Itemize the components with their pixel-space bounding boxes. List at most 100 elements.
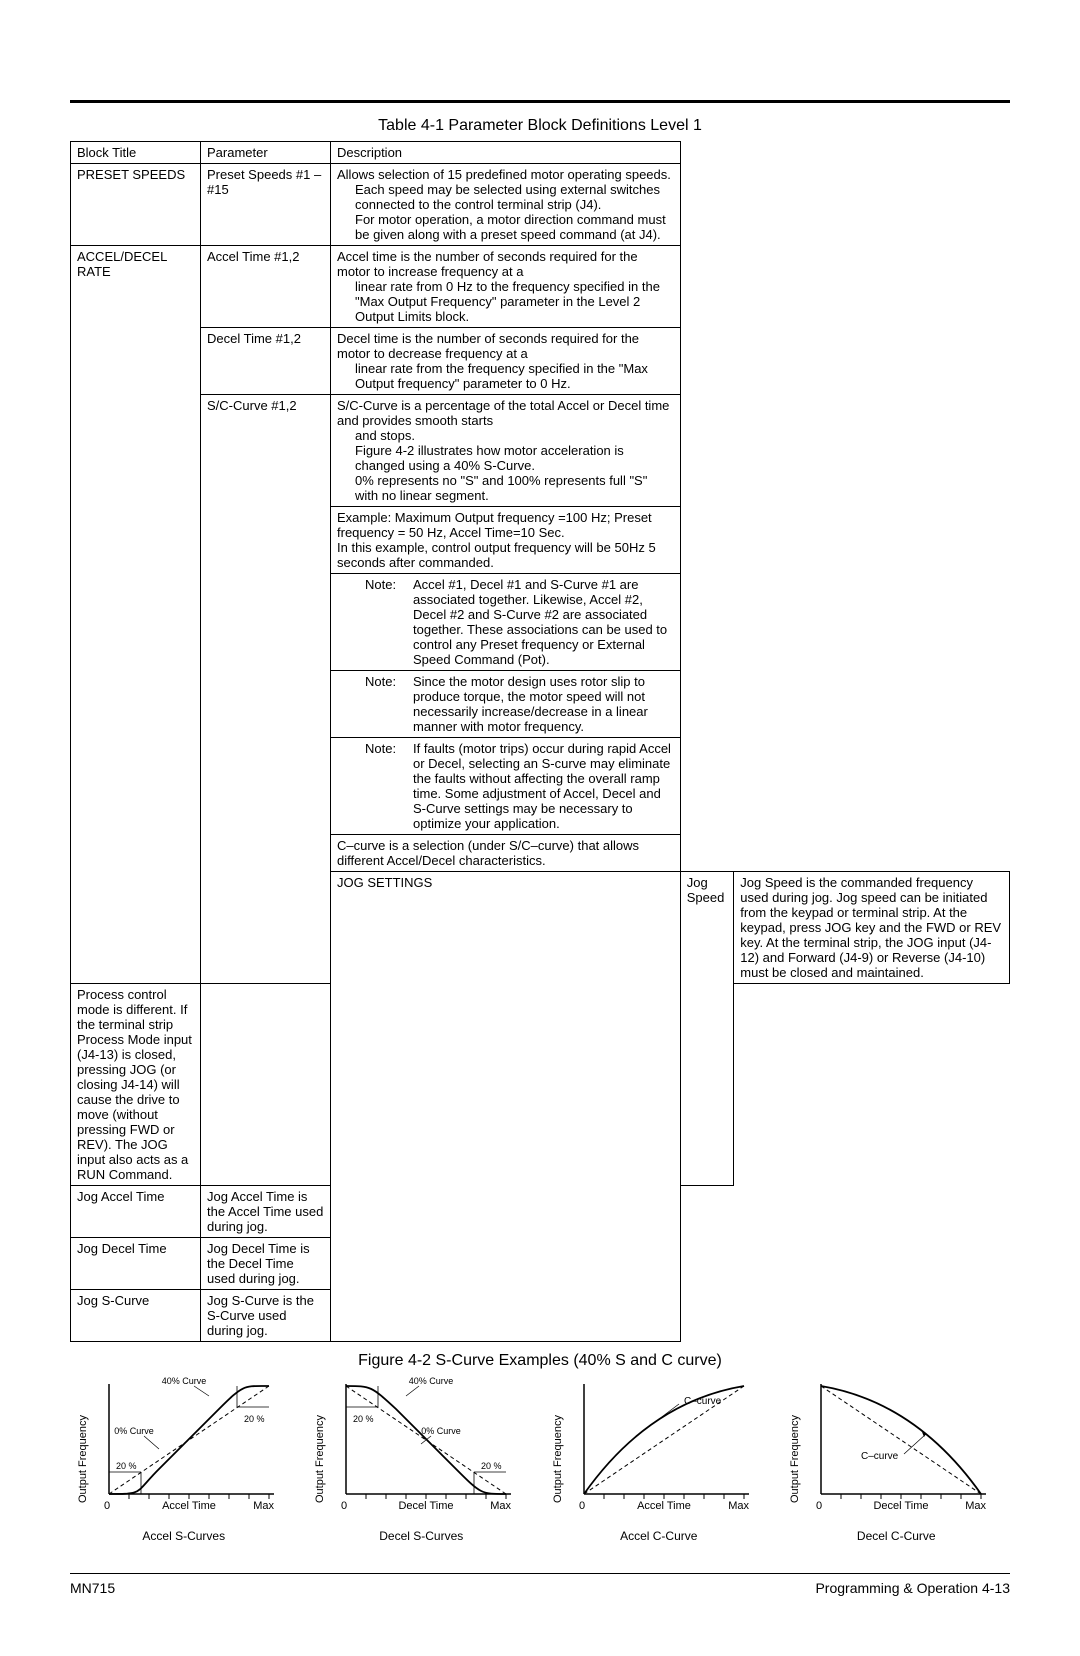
desc-line: and stops. bbox=[337, 428, 674, 443]
xlabel-0: 0 bbox=[341, 1500, 347, 1512]
y-axis-label: Output Frequency bbox=[789, 1414, 801, 1503]
chart-accel-s: Output Frequency bbox=[70, 1374, 298, 1543]
chart-decel-c: Output Frequency C–curve 0 Decel Time Ma… bbox=[783, 1374, 1011, 1543]
note: Note: Since the motor design uses rotor … bbox=[337, 674, 674, 734]
cell-block: ACCEL/DECEL RATE bbox=[71, 246, 201, 984]
label-40pct: 40% Curve bbox=[409, 1376, 454, 1386]
xlabel-mid: Decel Time bbox=[874, 1500, 929, 1512]
desc-line: Example: Maximum Output frequency =100 H… bbox=[337, 510, 652, 540]
row-preset-speeds: PRESET SPEEDS Preset Speeds #1 – #15 All… bbox=[71, 164, 1010, 246]
desc-line: linear rate from the frequency specified… bbox=[337, 361, 674, 391]
xlabel-0: 0 bbox=[579, 1500, 585, 1512]
footer-right: Programming & Operation 4-13 bbox=[815, 1580, 1010, 1596]
cell-desc: Jog Accel Time is the Accel Time used du… bbox=[201, 1186, 331, 1238]
top-rule bbox=[70, 100, 1010, 103]
col-description: Description bbox=[331, 142, 681, 164]
y-axis-label: Output Frequency bbox=[314, 1414, 326, 1503]
xlabel-0: 0 bbox=[816, 1500, 822, 1512]
cell-block: PRESET SPEEDS bbox=[71, 164, 201, 246]
cell-desc: Example: Maximum Output frequency =100 H… bbox=[331, 507, 681, 574]
y-axis-label: Output Frequency bbox=[552, 1414, 564, 1503]
desc-line: 0% represents no "S" and 100% represents… bbox=[337, 473, 674, 503]
xlabel-max: Max bbox=[965, 1500, 986, 1512]
note-label: Note: bbox=[365, 741, 413, 831]
cell-block: JOG SETTINGS bbox=[331, 872, 681, 1342]
cell-param: Jog Accel Time bbox=[71, 1186, 201, 1238]
cell-desc: Note: If faults (motor trips) occur duri… bbox=[331, 738, 681, 835]
desc-line: In this example, control output frequenc… bbox=[337, 540, 656, 570]
note-text: Accel #1, Decel #1 and S-Curve #1 are as… bbox=[413, 577, 674, 667]
row-sc-curve: S/C-Curve #1,2 S/C-Curve is a percentage… bbox=[71, 395, 1010, 507]
linear-curve bbox=[821, 1386, 981, 1494]
xlabel-max: Max bbox=[728, 1500, 749, 1512]
leader-line bbox=[904, 1434, 926, 1454]
footer-left: MN715 bbox=[70, 1580, 115, 1596]
cell-desc: S/C-Curve is a percentage of the total A… bbox=[331, 395, 681, 507]
cell-param: Accel Time #1,2 bbox=[201, 246, 331, 328]
page-footer: MN715 Programming & Operation 4-13 bbox=[70, 1573, 1010, 1596]
xlabel-mid: Accel Time bbox=[637, 1500, 691, 1512]
leader-line bbox=[406, 1386, 419, 1396]
table-title: Table 4-1 Parameter Block Definitions Le… bbox=[70, 117, 1010, 135]
xlabel-max: Max bbox=[490, 1500, 511, 1512]
label-ccurve: C–curve bbox=[861, 1451, 899, 1462]
leader-line bbox=[194, 1386, 209, 1396]
desc-main: Allows selection of 15 predefined motor … bbox=[337, 167, 671, 182]
desc-line: linear rate from 0 Hz to the frequency s… bbox=[337, 279, 674, 324]
cell-desc: Decel time is the number of seconds requ… bbox=[331, 328, 681, 395]
cell-desc: C–curve is a selection (under S/C–curve)… bbox=[331, 835, 681, 872]
cell-desc: Jog S-Curve is the S-Curve used during j… bbox=[201, 1290, 331, 1342]
label-0pct: 0% Curve bbox=[421, 1426, 461, 1436]
xlabel-mid: Accel Time bbox=[162, 1500, 216, 1512]
desc-line: Figure 4-2 illustrates how motor acceler… bbox=[337, 443, 674, 473]
cell-param: Jog S-Curve bbox=[71, 1290, 201, 1342]
desc-line: For motor operation, a motor direction c… bbox=[337, 212, 674, 242]
cell-param: Preset Speeds #1 – #15 bbox=[201, 164, 331, 246]
cell-desc: Note: Accel #1, Decel #1 and S-Curve #1 … bbox=[331, 574, 681, 671]
cell-param: S/C-Curve #1,2 bbox=[201, 395, 331, 984]
cell-desc: Accel time is the number of seconds requ… bbox=[331, 246, 681, 328]
cell-param: Decel Time #1,2 bbox=[201, 328, 331, 395]
note-text: Since the motor design uses rotor slip t… bbox=[413, 674, 674, 734]
note: Note: If faults (motor trips) occur duri… bbox=[337, 741, 674, 831]
cell-desc: Jog Decel Time is the Decel Time used du… bbox=[201, 1238, 331, 1290]
cell-param: Jog Decel Time bbox=[71, 1238, 201, 1290]
desc-main: Decel time is the number of seconds requ… bbox=[337, 331, 639, 361]
label-20b: 20 % bbox=[481, 1461, 502, 1471]
cell-desc: Process control mode is different. If th… bbox=[71, 984, 201, 1186]
leader-line bbox=[144, 1436, 159, 1449]
cell-desc: Note: Since the motor design uses rotor … bbox=[331, 671, 681, 738]
note-label: Note: bbox=[365, 577, 413, 667]
label-20a: 20 % bbox=[116, 1461, 137, 1471]
label-ccurve: C–curve bbox=[684, 1396, 722, 1407]
chart-caption: Decel S-Curves bbox=[308, 1529, 536, 1543]
row-accel-time: ACCEL/DECEL RATE Accel Time #1,2 Accel t… bbox=[71, 246, 1010, 328]
desc-main: S/C-Curve is a percentage of the total A… bbox=[337, 398, 669, 428]
chart-decel-s: Output Frequency 40% Curve 0% Curve bbox=[308, 1374, 536, 1543]
cell-desc: Allows selection of 15 predefined motor … bbox=[331, 164, 681, 246]
parameter-table: Block Title Parameter Description PRESET… bbox=[70, 141, 1010, 1342]
cell-param: Jog Speed bbox=[680, 872, 734, 1186]
note: Note: Accel #1, Decel #1 and S-Curve #1 … bbox=[337, 577, 674, 667]
chart-caption: Decel C-Curve bbox=[783, 1529, 1011, 1543]
col-block-title: Block Title bbox=[71, 142, 201, 164]
chart-caption: Accel S-Curves bbox=[70, 1529, 298, 1543]
col-parameter: Parameter bbox=[201, 142, 331, 164]
chart-caption: Accel C-Curve bbox=[545, 1529, 773, 1543]
label-20b: 20 % bbox=[244, 1414, 265, 1424]
page: Table 4-1 Parameter Block Definitions Le… bbox=[0, 0, 1080, 1656]
desc-line: Each speed may be selected using externa… bbox=[337, 182, 674, 212]
cell-desc: Jog Speed is the commanded frequency use… bbox=[734, 872, 1010, 984]
charts-row: Output Frequency bbox=[70, 1374, 1010, 1543]
note-text: If faults (motor trips) occur during rap… bbox=[413, 741, 674, 831]
label-0pct: 0% Curve bbox=[114, 1426, 154, 1436]
y-axis-label: Output Frequency bbox=[77, 1414, 89, 1503]
figure-title: Figure 4-2 S-Curve Examples (40% S and C… bbox=[70, 1352, 1010, 1370]
xlabel-0: 0 bbox=[104, 1500, 110, 1512]
chart-accel-c: Output Frequency C–curve 0 Accel Time Ma… bbox=[545, 1374, 773, 1543]
xlabel-max: Max bbox=[253, 1500, 274, 1512]
label-20a: 20 % bbox=[353, 1414, 374, 1424]
xlabel-mid: Decel Time bbox=[399, 1500, 454, 1512]
desc-main: Accel time is the number of seconds requ… bbox=[337, 249, 638, 279]
leader-line bbox=[659, 1404, 679, 1419]
